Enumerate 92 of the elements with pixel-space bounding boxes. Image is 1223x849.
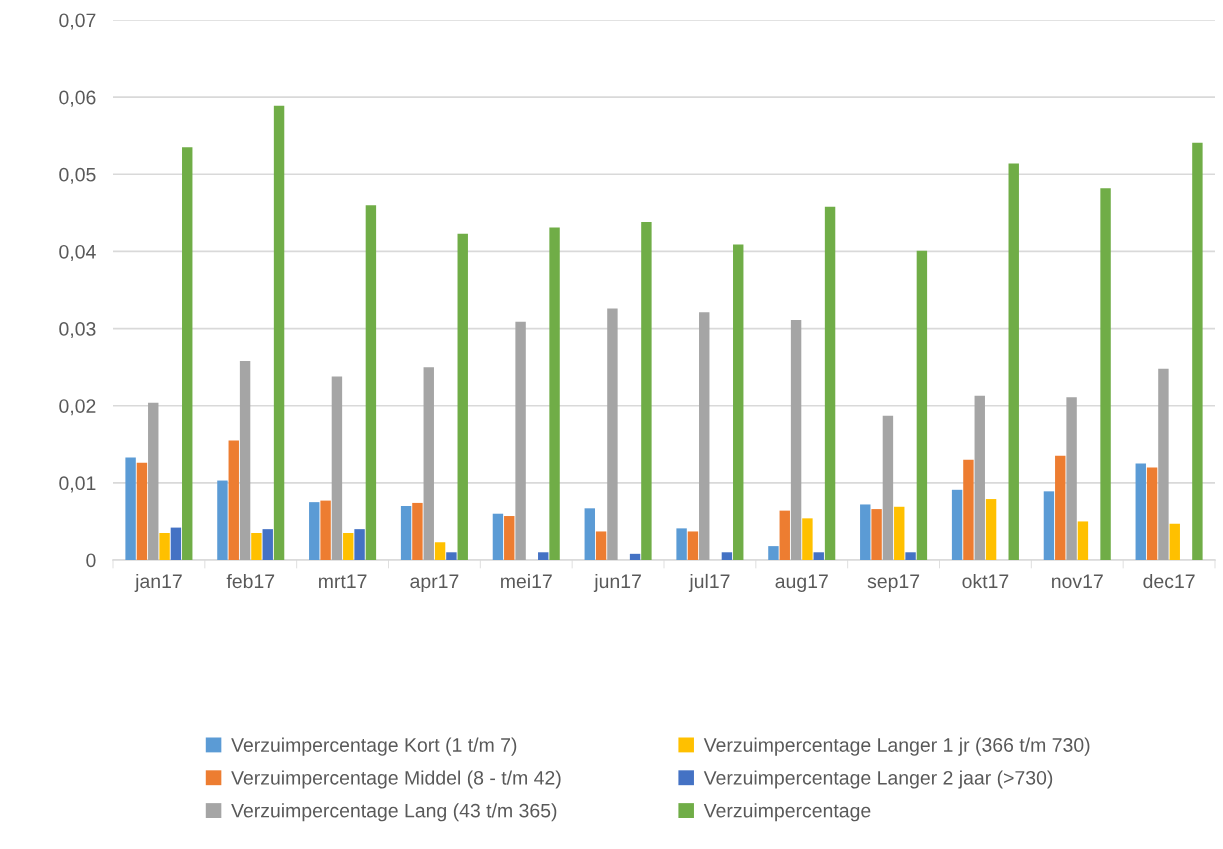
bar (354, 529, 365, 560)
bar (1192, 142, 1203, 560)
legend-label: Verzuimpercentage Lang (43 t/m 365) (231, 803, 557, 822)
bar (251, 533, 262, 560)
x-tick-label: jan17 (134, 573, 182, 593)
y-tick-label: 0,07 (59, 13, 96, 30)
x-tick-label: aug17 (775, 574, 828, 593)
y-tick-label: 0,05 (59, 167, 96, 184)
y-tick-label: 0,04 (59, 244, 96, 261)
legend-label: Verzuimpercentage Langer 1 jr (366 t/m 730) (703, 737, 1090, 756)
x-tick-label: okt17 (962, 573, 1009, 589)
bar (687, 531, 699, 560)
bar (871, 509, 882, 560)
bar (182, 147, 193, 560)
x-tick-label: mrt17 (319, 574, 367, 589)
bar (1135, 463, 1146, 560)
bar (170, 527, 182, 560)
bar (423, 367, 434, 560)
bar (148, 402, 159, 560)
bar (262, 529, 273, 560)
bar (676, 528, 687, 560)
bar (457, 233, 468, 560)
bar (699, 312, 710, 560)
legend-label: Verzuimpercentage Middel (8 - t/m 42) (231, 770, 561, 789)
x-tick-label: dec17 (1143, 573, 1195, 589)
bar (629, 553, 641, 560)
bar (768, 546, 779, 560)
legend-label: Verzuimpercentage Kort (1 t/m 7) (231, 737, 517, 756)
bar (1055, 455, 1066, 560)
bar (1158, 368, 1169, 560)
bar (584, 508, 595, 560)
bar (802, 518, 813, 560)
y-tick-label: 0,03 (59, 322, 96, 339)
x-tick-label: feb17 (226, 573, 275, 589)
bar (721, 552, 733, 560)
bar (641, 222, 652, 560)
y-tick-label: 0,06 (59, 90, 96, 107)
bar (549, 227, 560, 560)
bar (905, 552, 916, 560)
x-tick-label: nov17 (1052, 574, 1103, 589)
bar (125, 457, 136, 560)
x-tick-label: jun17 (593, 573, 641, 593)
bar (343, 533, 354, 560)
bar (1066, 397, 1077, 560)
bar (1043, 491, 1055, 560)
bar (320, 500, 331, 560)
bar (538, 552, 549, 560)
bar (985, 499, 997, 560)
bar (159, 533, 170, 560)
bar (273, 105, 285, 560)
legend-label: Verzuimpercentage (703, 803, 871, 822)
bar (515, 321, 526, 560)
bar (1146, 467, 1158, 560)
bar (136, 462, 148, 560)
bar (963, 459, 974, 560)
bar (309, 502, 320, 560)
x-tick-label: jul17 (688, 573, 730, 593)
bar (1169, 523, 1180, 560)
bar (239, 360, 251, 560)
bar (504, 516, 515, 560)
bar (894, 506, 905, 560)
bar (790, 320, 802, 560)
x-tick-label: sep17 (867, 574, 920, 593)
bar (882, 415, 894, 560)
bar (824, 206, 836, 560)
bar (1100, 188, 1111, 560)
x-tick-label: mei17 (501, 573, 552, 589)
bar (400, 506, 412, 560)
bar (331, 376, 343, 560)
bar (974, 395, 985, 560)
bar (217, 480, 228, 560)
bar (228, 440, 239, 560)
bar (916, 250, 928, 560)
bar (813, 552, 824, 560)
y-tick-label: 0,02 (59, 399, 96, 416)
bar (1077, 521, 1089, 560)
legend-label: Verzuimpercentage Langer 2 jaar (>730) (703, 770, 1053, 789)
bar (446, 552, 457, 560)
bar (733, 244, 744, 560)
bar (779, 510, 790, 560)
bar (412, 502, 423, 560)
x-tick-label: apr17 (410, 574, 459, 593)
y-tick-label: 0,01 (59, 476, 96, 493)
y-tick-label: 0 (86, 553, 96, 568)
bar (607, 308, 618, 560)
bar (434, 542, 446, 560)
bar (595, 531, 607, 560)
bar (860, 504, 871, 560)
bar (951, 489, 963, 560)
bar (492, 513, 504, 560)
bar (1008, 163, 1019, 560)
bar (365, 205, 377, 560)
